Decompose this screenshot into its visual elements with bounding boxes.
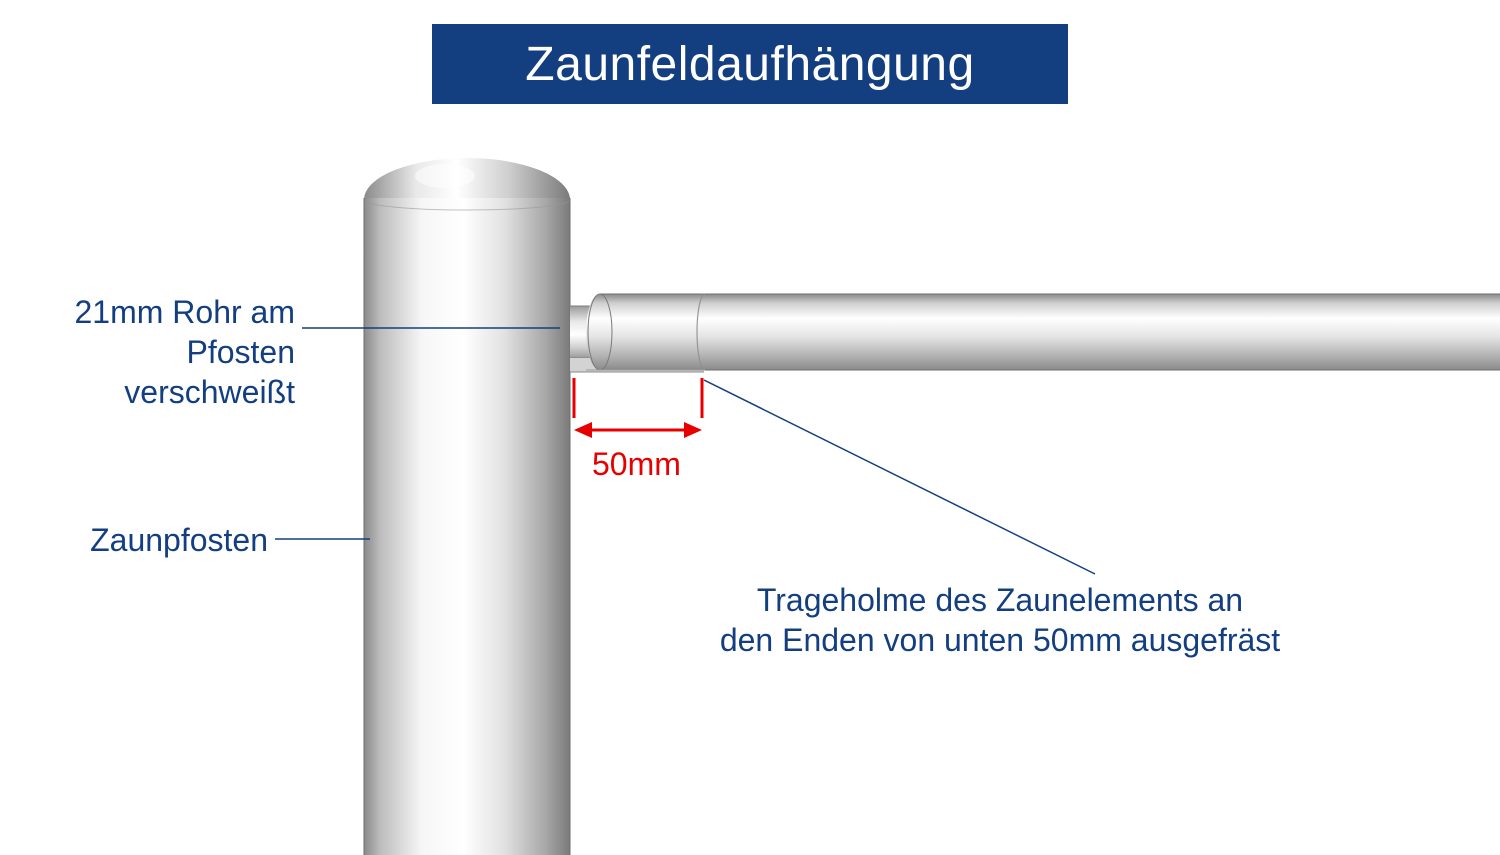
label-carrier-text: Trageholme des Zaunelements anden Enden … — [720, 582, 1280, 658]
label-welded-pipe: 21mm Rohr amPfosten verschweißt — [10, 292, 295, 412]
label-carrier: Trageholme des Zaunelements anden Enden … — [620, 580, 1380, 660]
title-text: Zaunfeldaufhängung — [525, 37, 974, 92]
dimension-label: 50mm — [592, 446, 681, 483]
label-welded-pipe-text: 21mm Rohr amPfosten verschweißt — [75, 294, 296, 410]
dimension-50mm — [574, 378, 702, 438]
title-bar: Zaunfeldaufhängung — [432, 24, 1068, 104]
dimension-value: 50mm — [592, 446, 681, 482]
label-post: Zaunpfosten — [60, 520, 268, 560]
fence-post — [364, 158, 570, 855]
label-post-text: Zaunpfosten — [90, 522, 268, 558]
technical-drawing — [0, 0, 1500, 855]
leader-carrier — [704, 380, 1095, 574]
diagram-container: Zaunfeldaufhängung 21mm Rohr amPfosten v… — [0, 0, 1500, 855]
carrier-rail — [586, 294, 1500, 370]
